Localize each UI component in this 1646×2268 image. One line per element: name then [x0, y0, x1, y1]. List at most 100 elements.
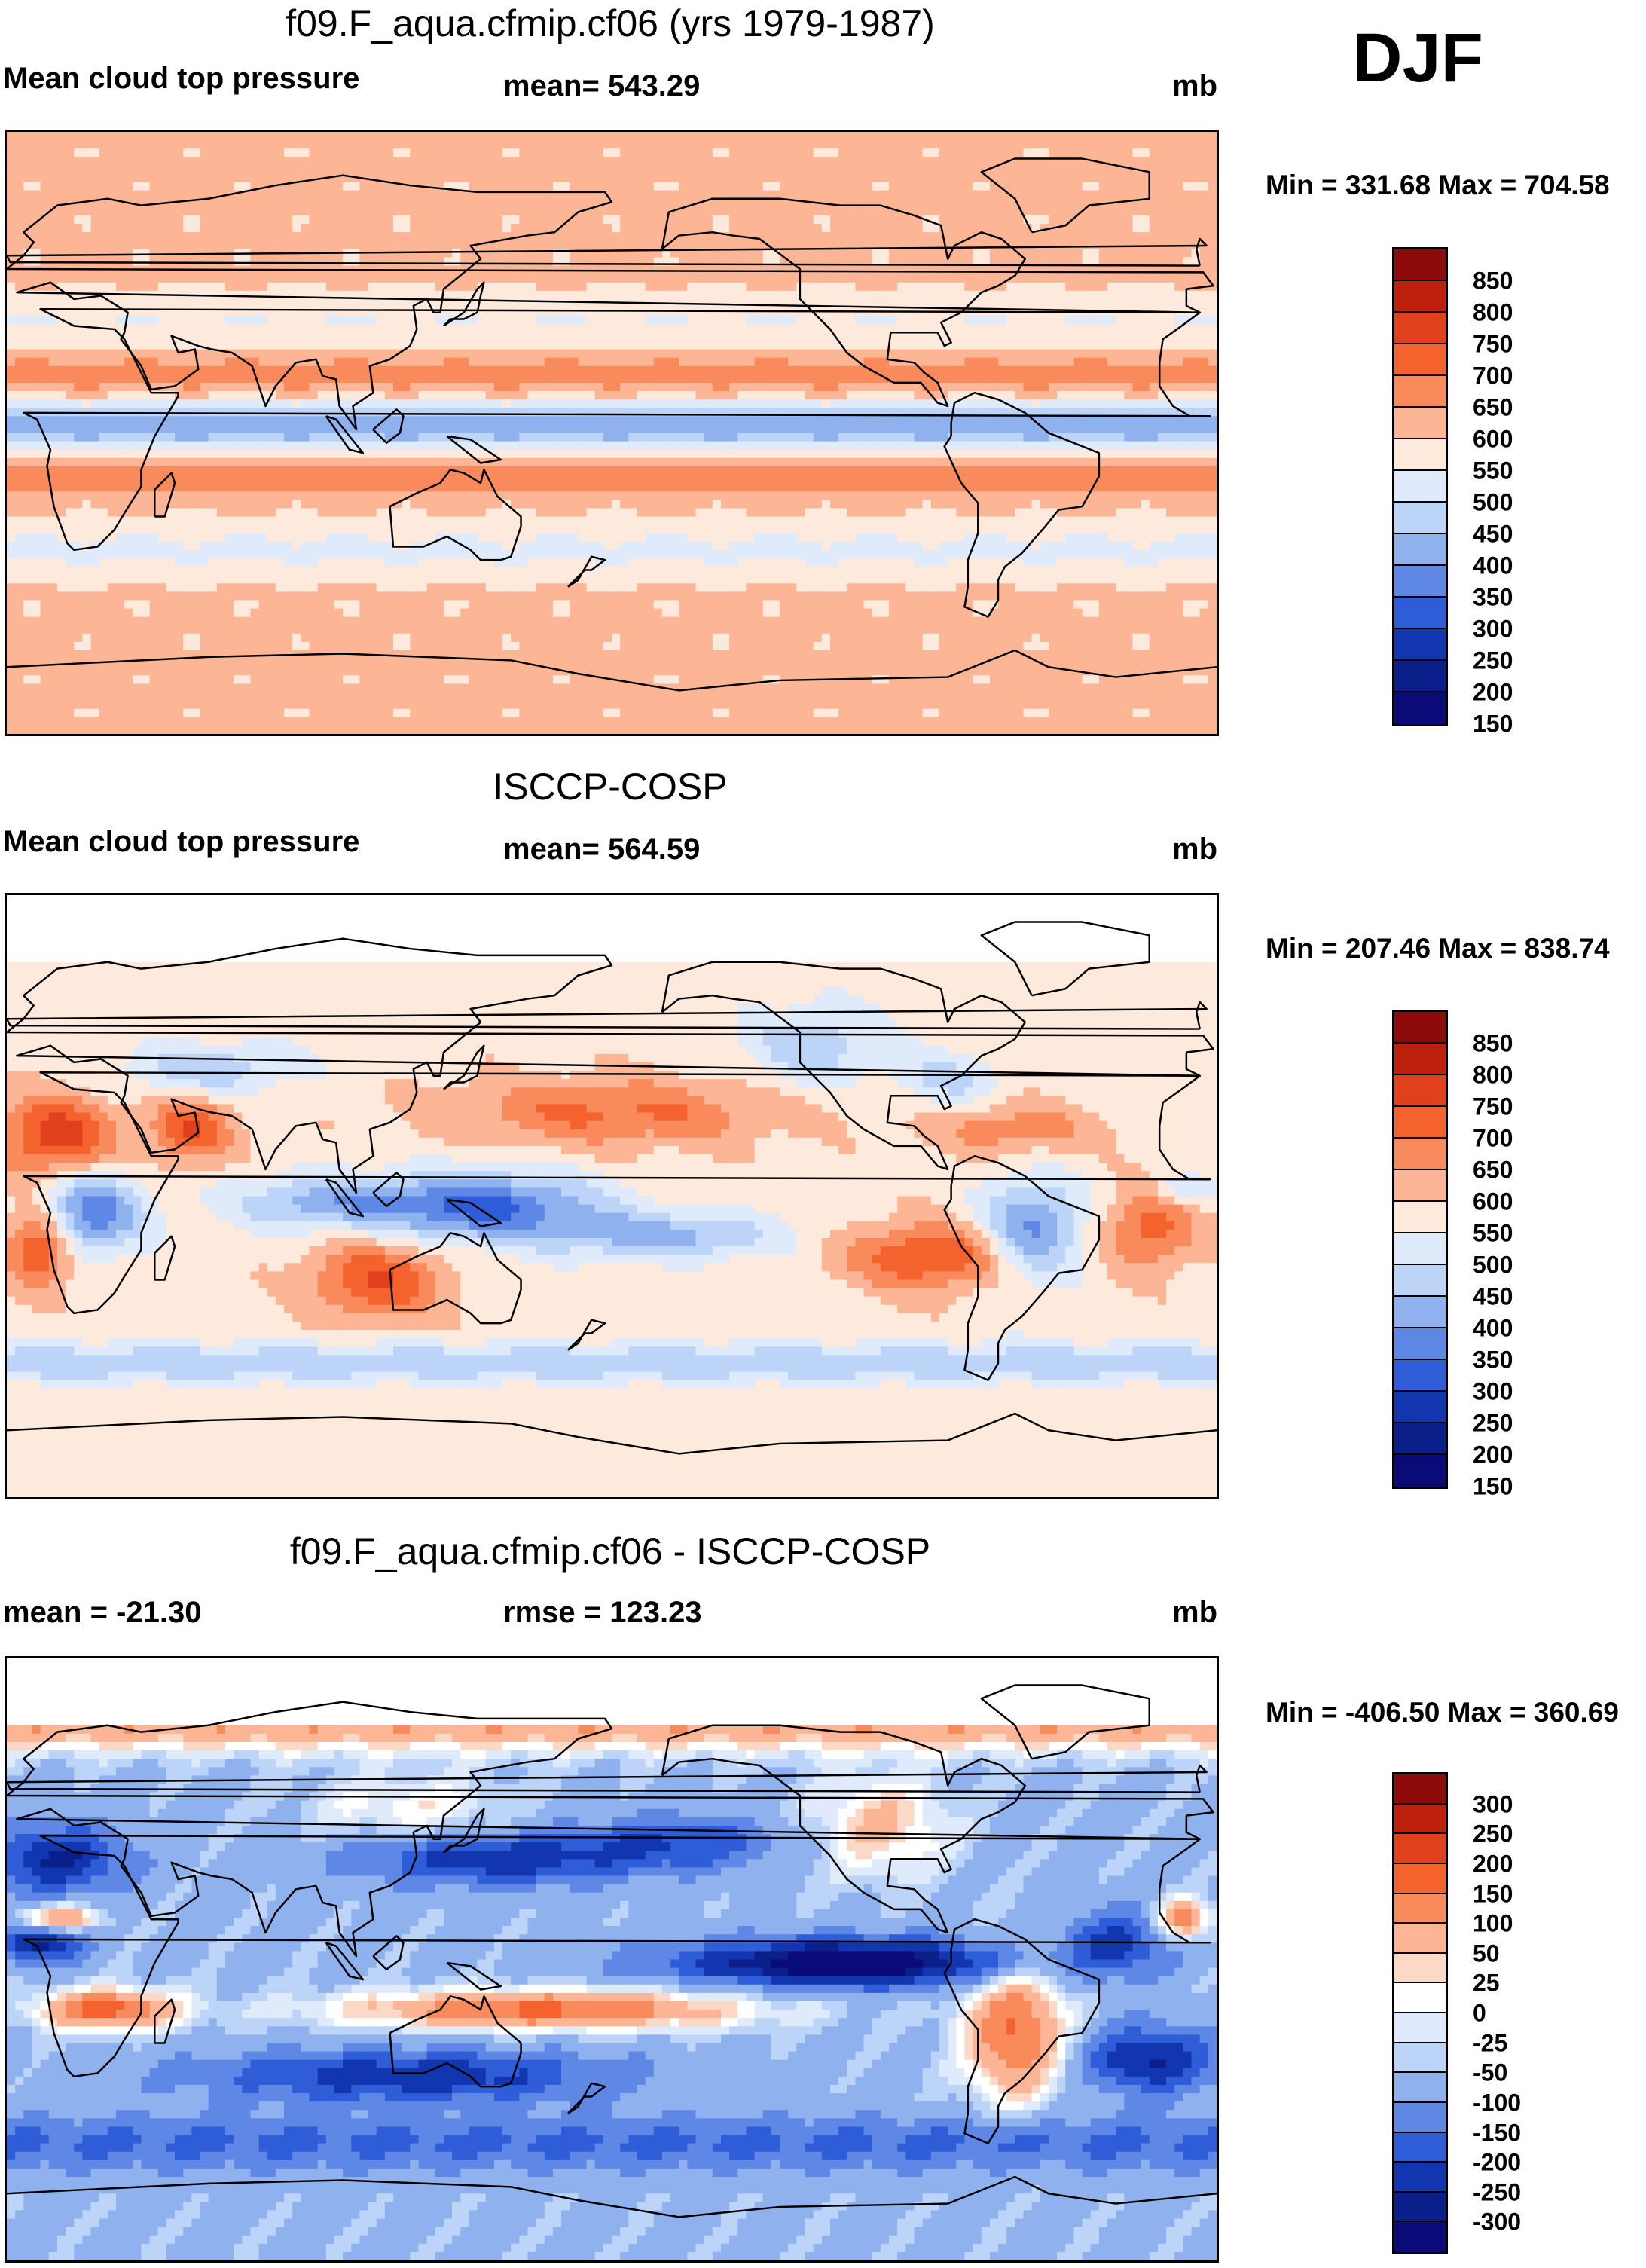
field-cell [905, 265, 915, 275]
field-cell [1023, 173, 1033, 183]
field-cell [1073, 190, 1083, 200]
field-cell [284, 374, 293, 384]
field-cell [838, 232, 847, 241]
field-cell [1199, 157, 1209, 166]
field-cell [1157, 198, 1167, 208]
field-cell [855, 332, 865, 342]
field-cell [15, 165, 24, 175]
field-cell [224, 391, 234, 400]
field-cell [1174, 298, 1183, 308]
field-cell [460, 165, 469, 175]
field-cell [1031, 132, 1041, 141]
field-cell [107, 332, 117, 342]
field-cell [191, 232, 201, 241]
field-cell [1191, 391, 1201, 400]
field-cell [242, 316, 252, 325]
field-cell [813, 341, 823, 350]
field-cell [552, 240, 562, 249]
field-cell [586, 324, 596, 333]
field-cell [435, 365, 444, 375]
field-cell [90, 365, 100, 375]
field-cell [620, 224, 629, 233]
field-cell [1048, 332, 1058, 342]
field-cell [216, 357, 226, 367]
field-cell [829, 265, 839, 275]
field-cell [351, 324, 361, 333]
field-cell [762, 190, 772, 200]
field-cell [620, 382, 629, 392]
field-cell [1048, 349, 1058, 359]
field-cell [704, 148, 713, 157]
field-cell [956, 408, 966, 417]
field-cell [989, 198, 999, 208]
field-cell [284, 224, 293, 233]
field-cell [393, 307, 402, 316]
field-cell [628, 132, 638, 141]
field-cell [124, 140, 133, 149]
field-cell [813, 349, 823, 359]
field-cell [889, 215, 898, 225]
field-cell [981, 324, 991, 333]
field-cell [762, 324, 772, 333]
field-cell [511, 182, 520, 191]
field-cell [1191, 349, 1201, 359]
field-cell [443, 240, 453, 249]
field-cell [224, 257, 234, 267]
field-cell [351, 182, 361, 191]
field-cell [620, 257, 629, 267]
field-cell [838, 316, 847, 325]
field-cell [402, 408, 411, 417]
field-cell [141, 249, 151, 258]
field-cell [737, 198, 747, 208]
field-cell [914, 332, 924, 342]
field-cell [183, 365, 192, 375]
field-cell [115, 365, 125, 375]
field-cell [1183, 257, 1193, 267]
field-cell [309, 349, 319, 359]
field-cell [746, 332, 756, 342]
field-cell [56, 157, 66, 166]
field-cell [628, 408, 638, 417]
field-cell [889, 298, 898, 308]
field-cell [570, 173, 579, 183]
field-cell [115, 399, 125, 408]
field-cell [1149, 182, 1159, 191]
field-cell [746, 206, 756, 216]
field-cell [653, 157, 663, 166]
field-cell [56, 190, 66, 200]
field-cell [216, 374, 226, 384]
field-cell [578, 349, 588, 359]
field-cell [612, 198, 621, 208]
field-cell [317, 391, 327, 400]
field-cell [485, 282, 495, 292]
field-cell [435, 132, 444, 141]
field-cell [939, 408, 948, 417]
field-cell [418, 148, 428, 157]
field-cell [905, 240, 915, 249]
field-cell [74, 391, 83, 400]
field-cell [216, 140, 226, 149]
field-cell [561, 140, 570, 149]
field-cell [258, 341, 268, 350]
field-cell [435, 332, 444, 342]
field-cell [737, 357, 747, 367]
field-cell [191, 148, 201, 157]
field-cell [443, 365, 453, 375]
field-cell [443, 224, 453, 233]
field-cell [989, 298, 999, 308]
field-cell [359, 416, 369, 425]
field-cell [15, 182, 24, 191]
field-cell [897, 382, 906, 392]
field-cell [200, 274, 209, 283]
field-cell [301, 232, 310, 241]
field-cell [435, 224, 444, 233]
field-cell [1090, 408, 1100, 417]
field-cell [1107, 298, 1116, 308]
field-cell [612, 399, 621, 408]
field-cell [351, 357, 361, 367]
field-cell [317, 416, 327, 425]
field-cell [754, 140, 764, 149]
field-cell [1149, 298, 1159, 308]
field-cell [922, 349, 932, 359]
field-cell [519, 324, 529, 333]
